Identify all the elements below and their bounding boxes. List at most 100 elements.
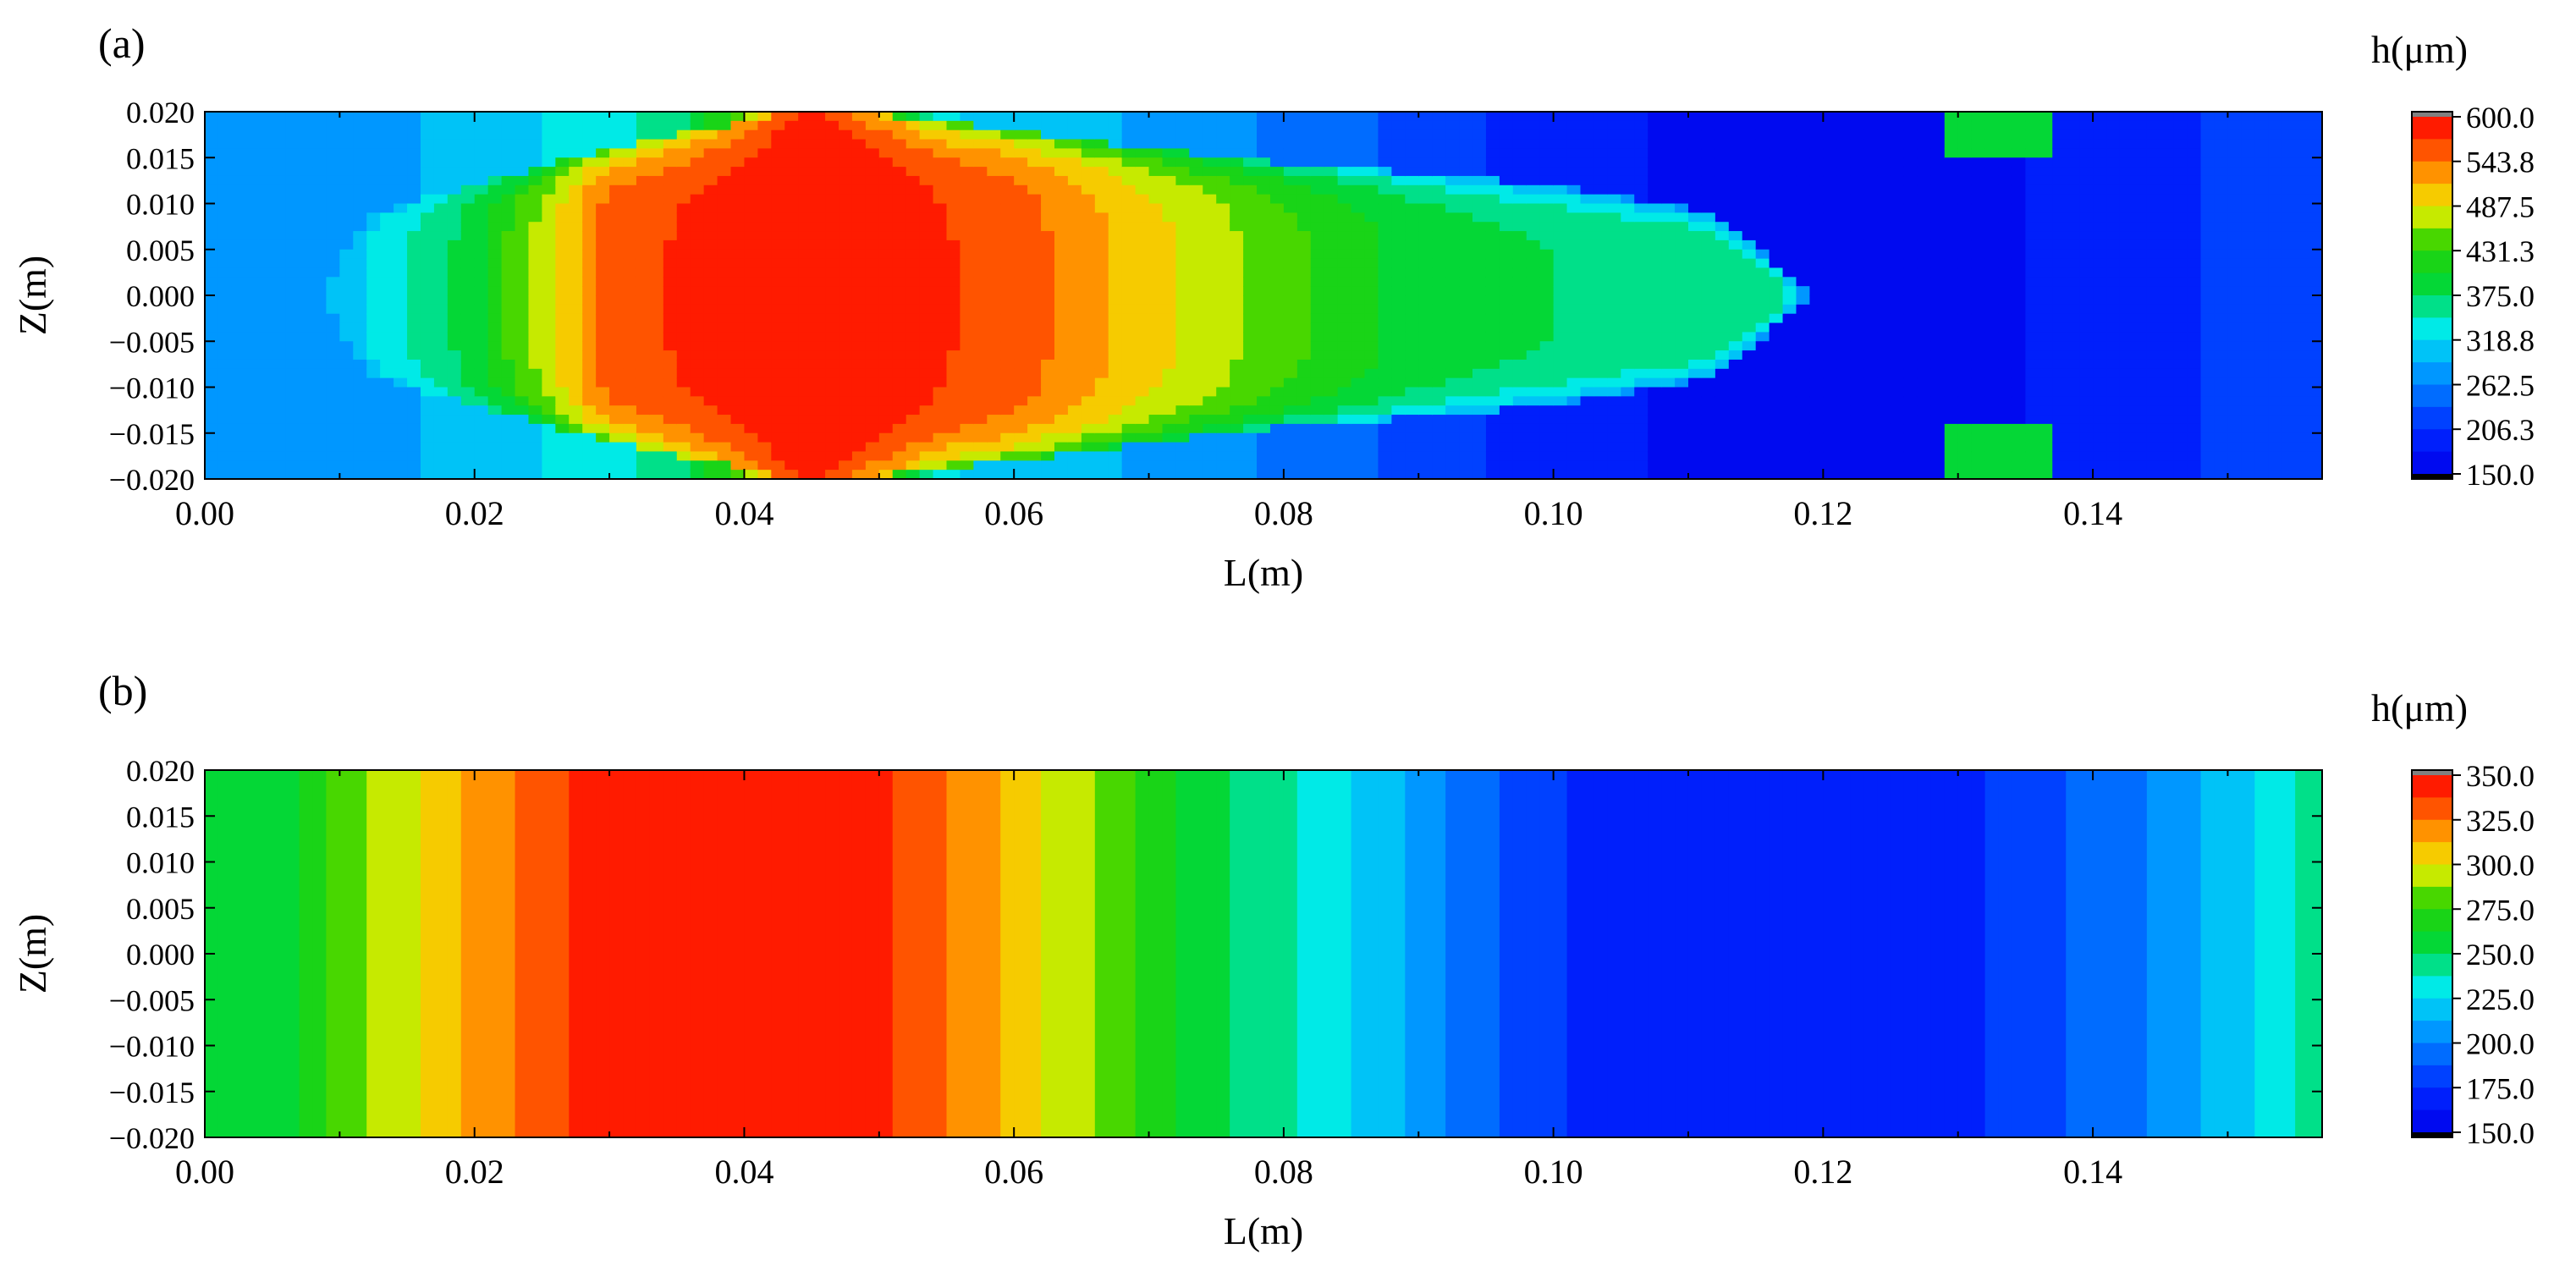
- heatmap-cell: [339, 231, 355, 241]
- heatmap-cell: [1283, 377, 1298, 388]
- heatmap-cell: [623, 239, 637, 250]
- heatmap-cell: [1216, 249, 1230, 260]
- heatmap-cell: [1121, 267, 1137, 278]
- heatmap-cell: [1809, 423, 1825, 434]
- heatmap-cell: [555, 415, 570, 425]
- heatmap-cell: [1648, 405, 1662, 416]
- heatmap-cell: [1648, 341, 1662, 351]
- heatmap-cell: [798, 322, 812, 333]
- heatmap-cell: [649, 368, 664, 379]
- heatmap-cell: [555, 203, 570, 214]
- heatmap-cell: [339, 442, 355, 453]
- heatmap-cell: [839, 387, 853, 398]
- heatmap-cell: [501, 139, 516, 150]
- heatmap-cell: [946, 222, 961, 232]
- heatmap-cell: [1405, 120, 1420, 131]
- heatmap-cell: [515, 148, 530, 159]
- heatmap-cell: [1121, 322, 1137, 333]
- heatmap-cell: [1067, 175, 1082, 186]
- heatmap-cell: [1027, 359, 1042, 370]
- heatmap-cell: [865, 415, 880, 425]
- heatmap-cell: [474, 203, 489, 214]
- heatmap-cell: [1189, 350, 1204, 361]
- heatmap-cell: [569, 313, 584, 324]
- heatmap-cell: [757, 460, 773, 471]
- heatmap-cell: [1796, 277, 1811, 287]
- heatmap-cell: [312, 332, 328, 343]
- heatmap-cell: [1162, 405, 1177, 416]
- heatmap-cell: [1257, 258, 1271, 269]
- heatmap-cell: [272, 396, 287, 406]
- heatmap-cell: [1014, 222, 1028, 232]
- heatmap-cell: [1472, 157, 1487, 168]
- heatmap-cell: [394, 157, 408, 168]
- heatmap-cell: [851, 212, 867, 223]
- heatmap-cell: [839, 304, 853, 315]
- heatmap-cell: [1715, 341, 1730, 351]
- heatmap-cell: [1067, 112, 1082, 122]
- heatmap-cell: [1310, 167, 1325, 177]
- heatmap-cell: [1135, 203, 1150, 214]
- heatmap-cell: [245, 313, 260, 324]
- heatmap-cell: [1782, 286, 1797, 296]
- heatmap-cell: [205, 322, 219, 333]
- heatmap-cell: [487, 267, 503, 278]
- heatmap-cell: [1850, 405, 1864, 416]
- heatmap-cell: [1027, 129, 1042, 140]
- heatmap-cell: [217, 184, 233, 195]
- heatmap-cell: [609, 239, 624, 250]
- heatmap-cell: [258, 415, 273, 425]
- heatmap-cell: [528, 387, 543, 398]
- heatmap-cell: [1755, 222, 1770, 232]
- heatmap-cell: [730, 304, 746, 315]
- heatmap-cell: [1648, 194, 1662, 205]
- heatmap-cell: [1648, 258, 1662, 269]
- heatmap-cell: [1863, 184, 1878, 195]
- heatmap-cell: [1566, 129, 1582, 140]
- heatmap-cell: [1512, 129, 1527, 140]
- heatmap-cell: [258, 432, 273, 443]
- heatmap-cell: [285, 167, 300, 177]
- heatmap-cell: [676, 322, 691, 333]
- heatmap-cell: [744, 359, 759, 370]
- heatmap-cell: [1769, 239, 1784, 250]
- heatmap-cell: [960, 322, 975, 333]
- heatmap-cell: [1755, 203, 1770, 214]
- heatmap-cell: [1175, 396, 1191, 406]
- heatmap-cell: [771, 387, 786, 398]
- heatmap-cell: [1472, 239, 1487, 250]
- heatmap-cell: [1257, 451, 1271, 462]
- heatmap-cell: [878, 157, 894, 168]
- heatmap-cell: [609, 460, 624, 471]
- heatmap-cell: [515, 167, 530, 177]
- heatmap-cell: [299, 157, 314, 168]
- heatmap-cell: [919, 387, 934, 398]
- heatmap-cell: [1809, 313, 1825, 324]
- heatmap-cell: [636, 423, 651, 434]
- heatmap-cell: [649, 239, 664, 250]
- heatmap-cell: [1863, 415, 1878, 425]
- heatmap-cell: [1108, 239, 1123, 250]
- heatmap-cell: [1027, 387, 1042, 398]
- heatmap-cell: [1553, 451, 1568, 462]
- heatmap-cell: [892, 267, 907, 278]
- heatmap-cell: [1742, 368, 1757, 379]
- heatmap-cell: [825, 203, 839, 214]
- heatmap-cell: [1269, 460, 1285, 471]
- heatmap-cell: [205, 239, 219, 250]
- heatmap-cell: [1472, 194, 1487, 205]
- heatmap-cell: [1580, 470, 1595, 479]
- heatmap-cell: [1310, 350, 1325, 361]
- heatmap-cell: [1701, 139, 1716, 150]
- heatmap-cell: [1296, 415, 1312, 425]
- heatmap-cell: [960, 396, 975, 406]
- heatmap-cell: [703, 194, 718, 205]
- heatmap-cell: [1715, 415, 1730, 425]
- heatmap-cell: [919, 304, 934, 315]
- heatmap-cell: [1742, 442, 1757, 453]
- heatmap-cell: [1675, 194, 1689, 205]
- heatmap-cell: [1607, 432, 1622, 443]
- heatmap-cell: [596, 194, 610, 205]
- heatmap-cell: [1364, 332, 1379, 343]
- heatmap-cell: [1432, 184, 1446, 195]
